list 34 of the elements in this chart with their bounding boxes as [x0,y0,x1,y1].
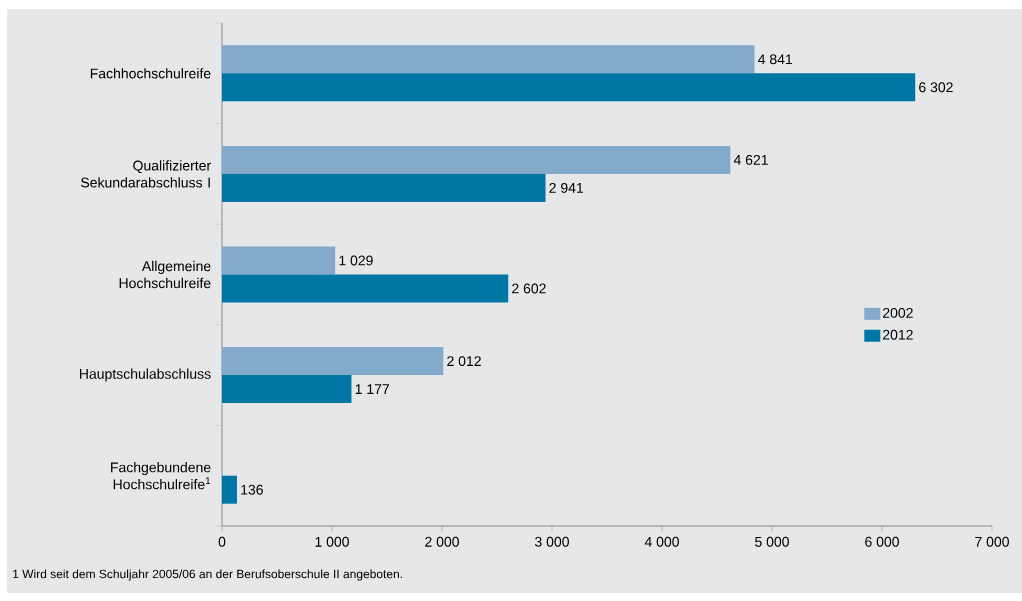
x-tick-label: 5 000 [755,536,789,547]
x-tick-label: 0 [218,536,226,547]
x-tick-label: 6 000 [865,536,899,547]
bar [222,173,546,202]
x-tick-label: 7 000 [975,536,1009,547]
x-tick-label: 1 000 [315,536,349,547]
bar [222,145,731,174]
bar [222,73,916,102]
x-tick-label: 4 000 [644,536,679,547]
bar [222,475,237,504]
data-label: 4 841 [758,54,793,65]
y-tick-label: Qualifizierter Sekundarabschluss I [81,160,211,188]
data-label: 4 621 [733,154,768,165]
text: 1 Wird seit dem Schuljahr 2005/06 an der Berufsoberschule II angeboten. [13,569,402,581]
legend-label: 2012 [883,329,913,340]
data-label: 2 941 [549,182,584,193]
bar [222,375,352,404]
bar [222,246,336,275]
bar [222,45,755,74]
data-label: 1 029 [339,255,373,266]
data-label: 1 177 [355,384,389,394]
data-label: 6 302 [919,82,953,93]
y-tick-label: Fachhochschulreife [90,68,211,79]
legend-label: 2002 [883,307,913,318]
bar [222,274,509,303]
bar [222,347,444,376]
data-label: 2 602 [512,283,546,294]
data-label: 2 012 [447,356,481,367]
y-tick-label: Fachgebundene Hochschulreife$^{1}$ [111,462,211,490]
data-label: 136 [241,484,263,495]
x-tick-label: 3 000 [535,536,569,547]
x-tick-label: 2 000 [425,536,459,547]
y-tick-label: Hauptschulabschluss [79,368,211,382]
y-tick-label: Allgemeine Hochschulreife [119,260,211,289]
